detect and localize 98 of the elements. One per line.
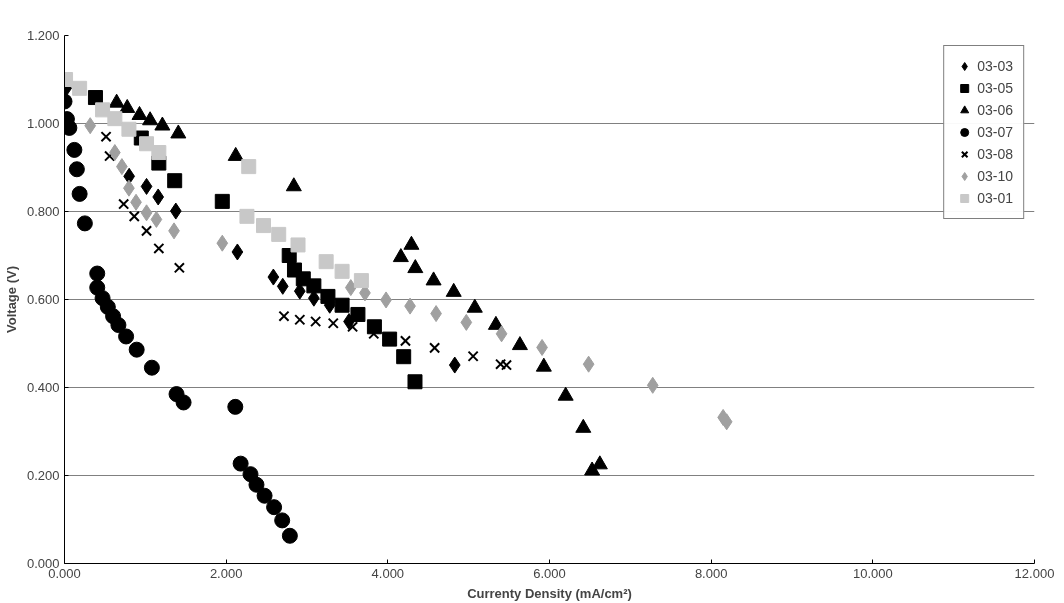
point [140, 177, 153, 195]
point [276, 277, 289, 295]
point [294, 314, 306, 326]
point [320, 288, 336, 304]
point [95, 102, 111, 118]
point [407, 374, 423, 390]
y-tick-label: 0.600 [26, 292, 60, 307]
point [582, 355, 595, 373]
point [318, 254, 334, 270]
point [104, 150, 116, 162]
y-tick-label: 0.200 [26, 468, 60, 483]
x-tick-label: 10.000 [852, 565, 893, 581]
point [232, 455, 249, 472]
point [334, 297, 350, 313]
point [290, 237, 306, 253]
point [72, 80, 88, 96]
point [118, 328, 135, 345]
y-tick-label: 0.800 [26, 204, 60, 219]
point [266, 499, 283, 516]
point [216, 234, 229, 252]
point [448, 356, 461, 374]
point [306, 278, 322, 294]
point [382, 331, 398, 347]
point [128, 210, 140, 222]
point [327, 317, 339, 329]
point [407, 259, 424, 274]
point [460, 313, 473, 331]
point [66, 141, 83, 158]
point [139, 136, 155, 152]
point [121, 121, 137, 137]
point [248, 476, 265, 493]
legend-label: 03-01 [977, 190, 1013, 206]
point [128, 341, 145, 358]
point [278, 310, 290, 322]
point [142, 111, 159, 126]
y-tick-label: 1.000 [26, 116, 60, 131]
point [271, 226, 287, 242]
x-tick-label: 2.000 [209, 565, 243, 581]
y-tick-label: 0.400 [26, 380, 60, 395]
point [150, 210, 163, 228]
legend-label: 03-05 [977, 80, 1013, 96]
point [214, 193, 230, 209]
point [68, 161, 85, 178]
point [353, 273, 369, 289]
point [285, 177, 302, 192]
point [175, 394, 192, 411]
point [118, 198, 130, 210]
point [281, 527, 298, 544]
x-tick-label: 6.000 [533, 565, 566, 581]
point [429, 342, 441, 354]
point [256, 487, 273, 504]
x-tick-label: 8.000 [694, 565, 728, 581]
point [167, 173, 183, 189]
point [425, 271, 442, 286]
point [392, 248, 409, 263]
point [346, 321, 359, 333]
point [84, 117, 97, 135]
point [140, 204, 153, 222]
point [100, 131, 112, 143]
x-tick-label: 12.000 [1014, 565, 1055, 581]
point [344, 279, 357, 297]
point [495, 325, 508, 343]
point [143, 359, 160, 376]
point [110, 317, 127, 334]
point [310, 315, 322, 328]
point [350, 306, 366, 322]
y-axis-title: Voltage (V) [3, 266, 19, 333]
point [334, 263, 350, 279]
point [151, 145, 167, 161]
x-axis-title: Currenty Density (mA/cm²) [467, 585, 632, 601]
point [511, 336, 528, 351]
point [267, 268, 280, 286]
point [71, 185, 88, 202]
legend-label: 03-08 [977, 146, 1013, 162]
point [227, 398, 244, 415]
point [646, 376, 659, 394]
point [169, 202, 182, 220]
point [173, 262, 185, 274]
point [241, 159, 257, 175]
point [107, 111, 123, 127]
point [152, 188, 165, 206]
legend-label: 03-06 [977, 102, 1013, 118]
point [256, 218, 272, 234]
point [399, 335, 412, 347]
legend-label: 03-10 [977, 168, 1013, 184]
point [153, 242, 165, 255]
point [274, 512, 291, 529]
point [140, 225, 153, 237]
legend-label: 03-03 [977, 58, 1013, 74]
legend-label: 03-07 [977, 124, 1013, 140]
point [76, 215, 93, 232]
point [231, 243, 244, 261]
y-tick-label: 1.200 [26, 28, 60, 43]
point [89, 265, 106, 282]
x-tick-label: 4.000 [371, 565, 405, 581]
point [239, 208, 255, 224]
point [467, 350, 479, 362]
point [396, 349, 412, 365]
